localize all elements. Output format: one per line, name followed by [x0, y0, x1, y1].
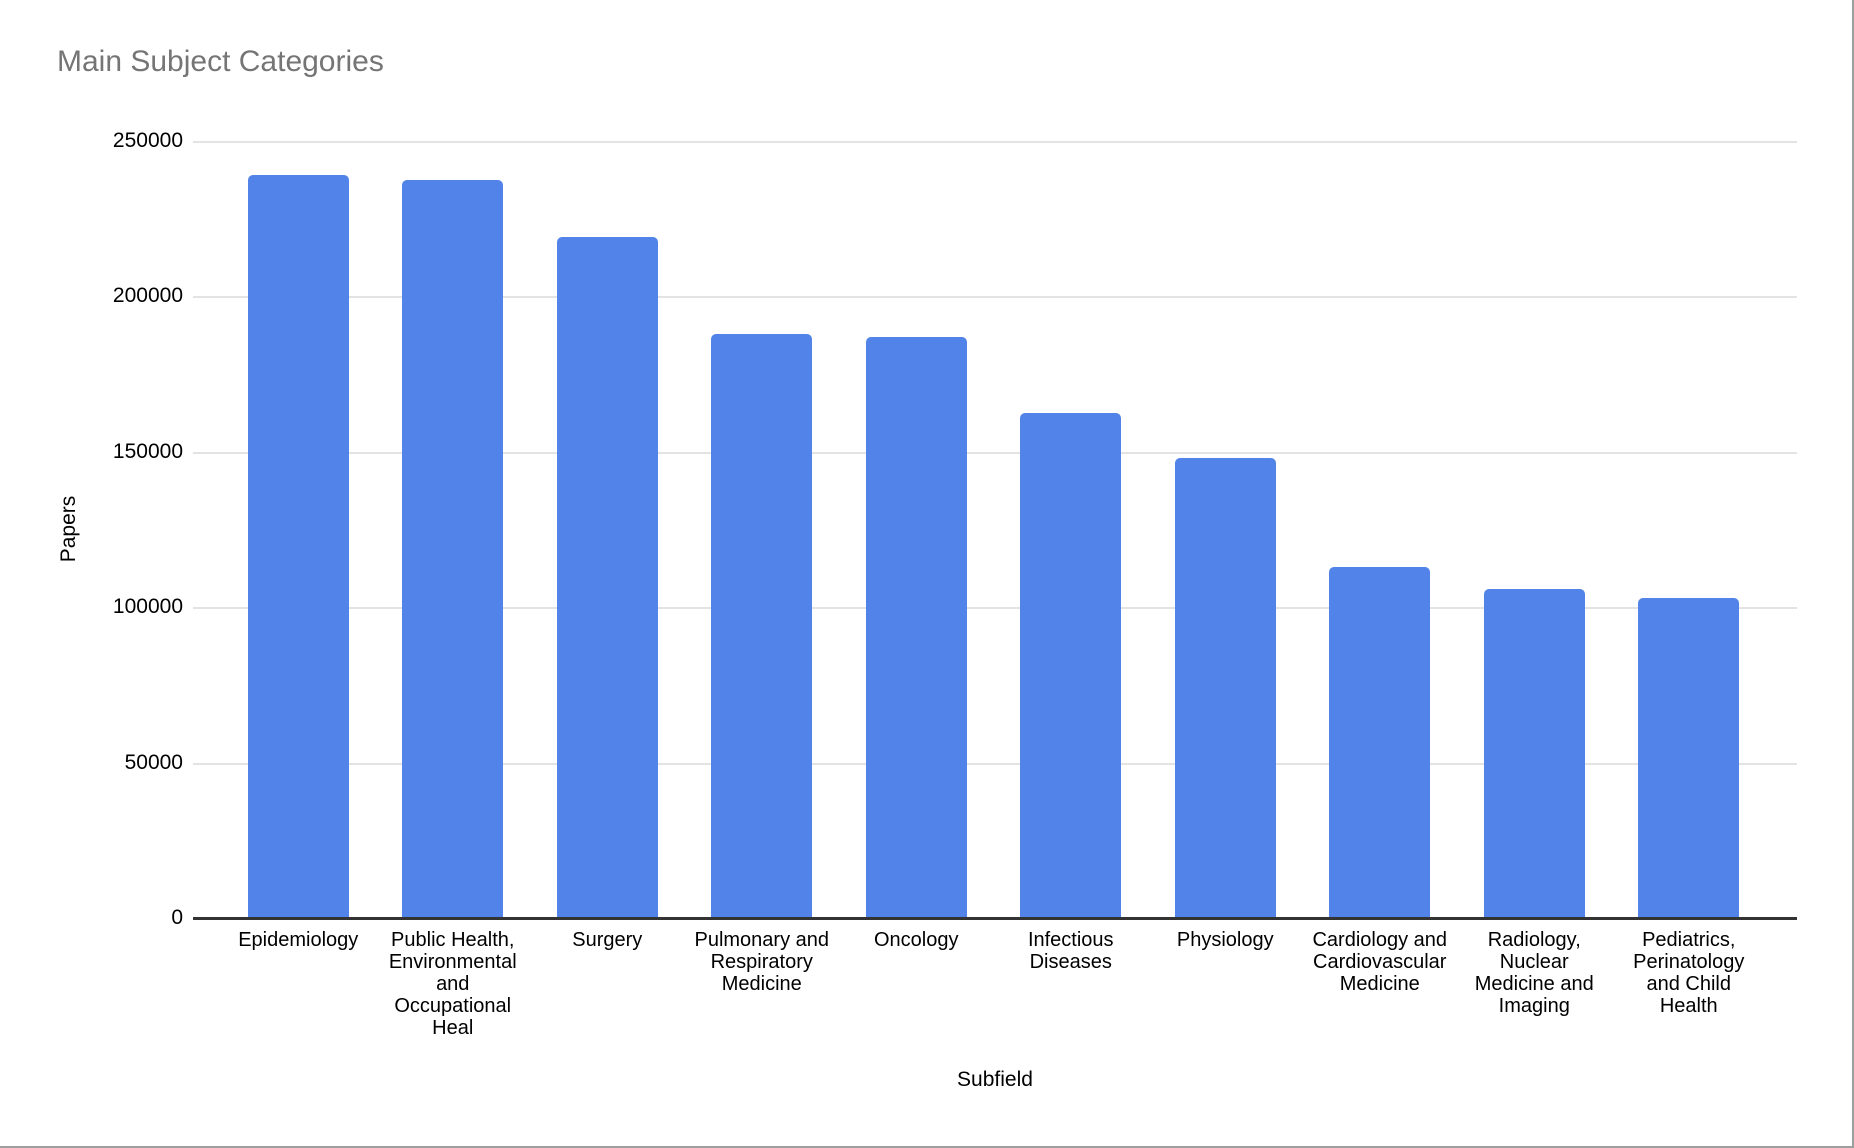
y-tick-label: 150000 [112, 439, 183, 463]
bar-category-label: Surgery [572, 929, 643, 951]
x-axis-line [193, 917, 1797, 920]
bar-cardiology-and-cardiovascular-medicine[interactable] [1329, 566, 1431, 918]
y-tick-label: 0 [171, 906, 183, 929]
bar-series [221, 141, 1766, 918]
bar-epidemiology[interactable] [247, 175, 349, 918]
bar-slot [685, 141, 840, 918]
bar-category-label: Epidemiology [238, 929, 359, 951]
bar-category-label: Physiology [1176, 929, 1274, 951]
gridline [193, 762, 1797, 765]
y-tick-label: 200000 [112, 284, 183, 308]
x-label-slot: Pulmonary and Respiratory Medicine [685, 929, 840, 1039]
y-axis-title: Papers [57, 495, 80, 563]
x-label-slot: Public Health, Environmental and Occupat… [376, 929, 531, 1039]
x-label-slot: Cardiology and Cardiovascular Medicine [1303, 929, 1458, 1039]
x-label-slot: Physiology [1148, 929, 1303, 1039]
bar-category-label: Cardiology and Cardiovascular Medicine [1312, 929, 1448, 995]
bar-slot [839, 141, 994, 918]
bar-slot [376, 141, 531, 918]
bar-oncology[interactable] [865, 336, 967, 918]
bar-category-label: Radiology, Nuclear Medicine and Imaging [1474, 929, 1594, 1017]
bar-infectious-diseases[interactable] [1020, 412, 1122, 918]
bar-category-label: Oncology [874, 929, 959, 951]
bar-slot [530, 141, 685, 918]
bar-slot [1303, 141, 1458, 918]
gridline [193, 607, 1797, 610]
bar-physiology[interactable] [1174, 458, 1276, 918]
y-tick-label: 250000 [112, 129, 183, 152]
bar-slot [221, 141, 376, 918]
bar-slot [1457, 141, 1612, 918]
bar-category-label: Pulmonary and Respiratory Medicine [694, 929, 830, 995]
gridline [193, 141, 1797, 143]
bar-surgery[interactable] [556, 237, 658, 918]
x-label-slot: Surgery [530, 929, 685, 1039]
bar-category-label: Infectious Diseases [1027, 929, 1114, 973]
x-label-slot: Epidemiology [221, 929, 376, 1039]
x-label-slot: Radiology, Nuclear Medicine and Imaging [1457, 929, 1612, 1039]
x-label-slot: Oncology [839, 929, 994, 1039]
bar-pulmonary-and-respiratory-medicine[interactable] [711, 333, 813, 918]
bar-slot [994, 141, 1149, 918]
bar-category-label: Public Health, Environmental and Occupat… [388, 929, 517, 1039]
bar-pediatrics-perinatology-and-child-health[interactable] [1638, 597, 1740, 918]
x-axis-category-labels: Epidemiology Public Health, Environmental… [221, 929, 1766, 1039]
plot-area [193, 141, 1797, 918]
y-tick-label: 50000 [124, 750, 183, 774]
bar-radiology-nuclear-medicine-and-imaging[interactable] [1483, 588, 1585, 918]
bar-slot [1148, 141, 1303, 918]
gridline [193, 296, 1797, 299]
x-label-slot: Pediatrics, Perinatology and Child Healt… [1612, 929, 1767, 1039]
x-axis-title: Subfield [957, 1068, 1033, 1091]
bar-public-health-environmental-and-occupational-heal[interactable] [402, 179, 504, 918]
gridline [193, 451, 1797, 454]
chart-title: Main Subject Categories [57, 45, 384, 78]
bar-category-label: Pediatrics, Perinatology and Child Healt… [1633, 929, 1745, 1017]
bar-slot [1612, 141, 1767, 918]
y-tick-label: 100000 [112, 595, 183, 619]
x-label-slot: Infectious Diseases [994, 929, 1149, 1039]
